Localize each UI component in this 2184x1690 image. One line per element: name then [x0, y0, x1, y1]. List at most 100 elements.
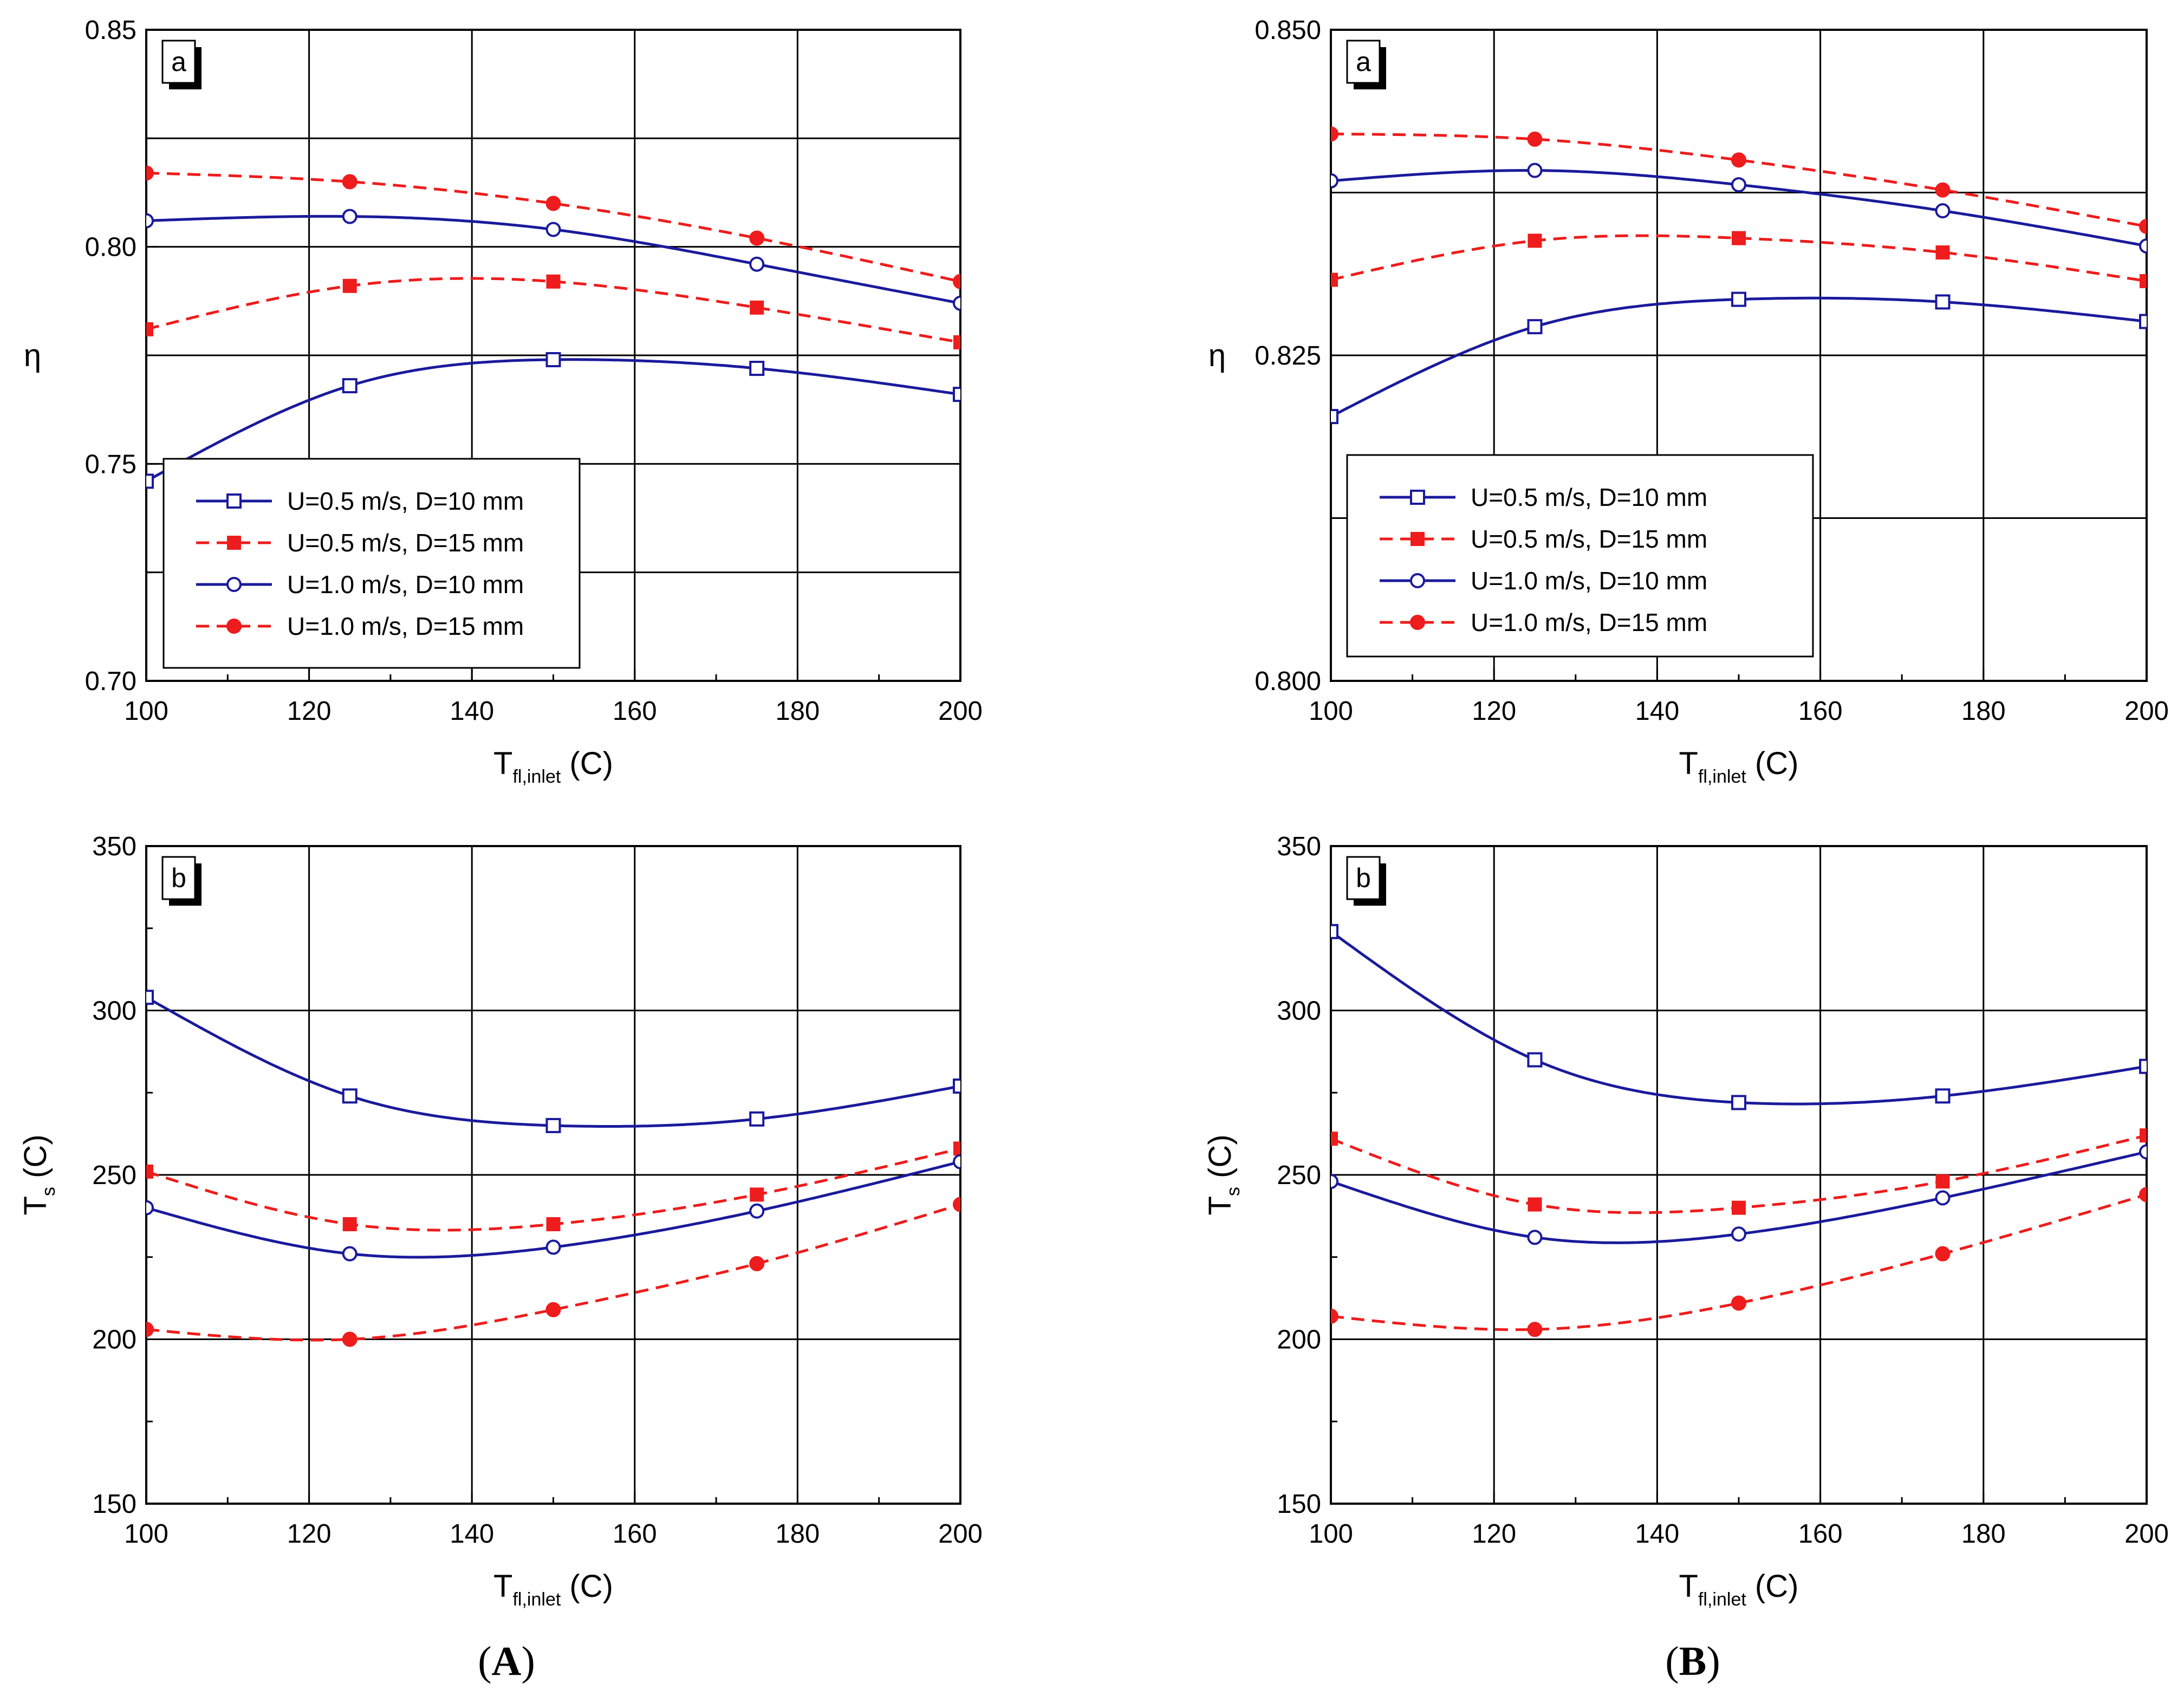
legend-marker: [1410, 490, 1425, 505]
y-tick-label: 350: [1277, 832, 1321, 861]
y-tick-label: 0.825: [1254, 341, 1321, 370]
data-point: [2139, 238, 2147, 254]
x-axis-label: Tfl,inlet (C): [493, 1569, 613, 1610]
data-point: [953, 295, 960, 311]
data-point: [2139, 219, 2147, 235]
data-point: [953, 1197, 960, 1212]
legend-label: U=1.0 m/s, D=10 mm: [1471, 567, 1707, 595]
x-axis-label-sub: fl,inlet: [512, 1589, 561, 1610]
y-tick-label: 300: [1277, 997, 1321, 1026]
data-point: [1731, 291, 1746, 307]
legend-marker: [227, 536, 241, 550]
data-point: [2139, 1187, 2147, 1202]
y-tick-label: 350: [92, 832, 136, 861]
data-point: [953, 1141, 960, 1156]
y-axis-label-unit: (C): [18, 1134, 53, 1187]
data-point: [953, 274, 960, 289]
data-point: [953, 335, 960, 349]
data-point: [146, 473, 154, 489]
series-4: [1331, 1187, 2147, 1337]
series-4: [146, 165, 960, 289]
data-point: [2140, 1128, 2147, 1143]
data-point: [146, 213, 154, 229]
data-point: [1331, 126, 1338, 142]
x-tick-label: 200: [2124, 1519, 2169, 1549]
x-axis-label-main: T: [1679, 1569, 1698, 1604]
y-tick-label: 0.70: [85, 667, 136, 696]
legend-marker: [1410, 532, 1425, 546]
panel-tag-box: [1346, 40, 1381, 84]
series-2: [146, 274, 960, 349]
series-4: [146, 1197, 960, 1347]
x-tick-label: 100: [1309, 697, 1353, 726]
data-point: [750, 1187, 764, 1202]
caption-B: (B): [1665, 1639, 1720, 1684]
x-tick-label: 160: [613, 697, 657, 726]
y-tick-label: 0.850: [1254, 16, 1321, 45]
data-point: [1935, 203, 1951, 219]
y-axis-label-main: η: [1208, 338, 1226, 373]
x-tick-label: 100: [124, 697, 168, 726]
x-axis-label-main: T: [493, 746, 512, 781]
x-tick-label: 140: [1635, 697, 1680, 726]
data-point: [1732, 1200, 1746, 1215]
legend-label: U=0.5 m/s, D=15 mm: [287, 529, 524, 557]
chart-efficiency-A: 100 120 140 160 180 200 0.70 0.75 0.80 0.85 Tfl,in…: [24, 16, 983, 787]
x-axis-label-unit: (C): [1746, 1569, 1799, 1604]
data-point: [1935, 245, 1950, 260]
y-axis-label: Ts (C): [1202, 1134, 1244, 1215]
x-axis-label-main: T: [493, 1569, 512, 1604]
data-point: [2139, 314, 2147, 329]
x-axis-label-unit: (C): [561, 1569, 613, 1604]
data-point: [342, 1331, 358, 1347]
series-2: [1331, 231, 2147, 288]
data-point: [1528, 233, 1542, 248]
chart-surface-temp-A: 100 120 140 160 180 200 150 200 250 300 350 Tfl,inl…: [18, 832, 983, 1610]
data-point: [342, 1246, 358, 1262]
panel-tag-box: [161, 856, 196, 900]
y-axis-label-sub: s: [38, 1187, 59, 1196]
x-tick-label: 120: [287, 1519, 332, 1549]
panel-b-right: 100 120 140 160 180 200 0.800 0.825 0.850 Tfl,inl…: [1202, 16, 2169, 1684]
x-tick-label: 120: [287, 697, 332, 726]
data-point: [545, 352, 561, 368]
data-point: [1935, 182, 1951, 198]
series-2: [1331, 1128, 2147, 1215]
x-axis-label-unit: (C): [1746, 746, 1799, 781]
x-tick-label: 200: [938, 697, 983, 726]
x-tick-label: 180: [776, 697, 820, 726]
data-point: [749, 1203, 765, 1219]
data-point: [1731, 177, 1746, 193]
x-axis-label: Tfl,inlet (C): [493, 746, 613, 787]
legend-marker: [226, 577, 242, 592]
data-point: [545, 222, 561, 237]
series-2: [146, 1141, 960, 1232]
series-4: [1331, 126, 2147, 235]
y-axis-label-main: T: [18, 1196, 53, 1215]
data-point: [545, 1239, 561, 1255]
data-point: [1732, 231, 1746, 245]
x-tick-label: 200: [938, 1519, 983, 1549]
x-axis-label: Tfl,inlet (C): [1679, 1569, 1799, 1610]
x-tick-label: 180: [1961, 1519, 2006, 1549]
data-point: [749, 1256, 765, 1271]
data-point: [545, 1117, 561, 1133]
y-tick-label: 0.80: [85, 233, 136, 262]
data-point: [1527, 131, 1543, 147]
series-line: [1331, 132, 2147, 228]
data-point: [1331, 173, 1338, 188]
data-point: [1935, 1088, 1951, 1104]
data-point: [749, 256, 765, 272]
data-point: [749, 361, 765, 376]
panel-tag: a: [1346, 40, 1386, 89]
data-point: [546, 1217, 561, 1232]
data-point: [1527, 1052, 1543, 1068]
data-point: [146, 1164, 153, 1179]
y-axis-label-unit: (C): [1202, 1134, 1238, 1187]
x-tick-label: 160: [1798, 697, 1843, 726]
data-point: [1527, 1230, 1543, 1245]
x-tick-label: 200: [2124, 697, 2169, 726]
data-point: [1935, 1246, 1951, 1262]
x-tick-label: 140: [450, 697, 494, 726]
data-point: [146, 165, 154, 181]
